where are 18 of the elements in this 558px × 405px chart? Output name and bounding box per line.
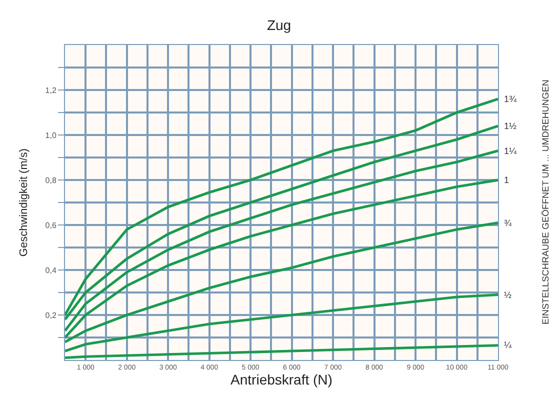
- y-tick-label: 0,6: [45, 220, 57, 230]
- y-tick-label: 0,2: [45, 310, 57, 320]
- series-label: ¾: [504, 218, 512, 228]
- chart-title: Zug: [266, 17, 292, 34]
- text: EINSTELLSCHRAUBE GEÖFFNET UM ... UMDREHUNGEN: [540, 80, 550, 324]
- series-label: ½: [504, 290, 512, 300]
- y-tick-label: 1,0: [45, 130, 57, 140]
- series-label: 1¾: [504, 94, 518, 104]
- y-tick-label: 0,4: [45, 266, 57, 275]
- line-series: [65, 344, 498, 360]
- x-axis-title: Antriebskraft (N): [230, 371, 332, 388]
- series-label: 1½: [504, 121, 518, 131]
- series-label: 1¼: [504, 146, 518, 156]
- series-label: ¼: [504, 340, 512, 350]
- y-tick-label: 0,8: [45, 176, 57, 185]
- y-tick-label: 1,2: [45, 86, 57, 95]
- series-label: 1: [504, 175, 510, 185]
- y-axis-title: Geschwindigkeit (m/s): [18, 148, 30, 257]
